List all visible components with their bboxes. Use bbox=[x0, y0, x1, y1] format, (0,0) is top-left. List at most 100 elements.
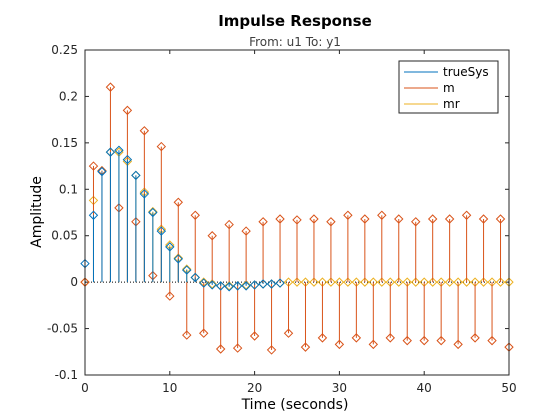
stem-marker bbox=[394, 214, 404, 224]
y-tick-label: 0.25 bbox=[51, 43, 78, 57]
y-tick-label: 0.05 bbox=[51, 229, 78, 243]
stem-marker bbox=[241, 281, 251, 291]
stem-marker bbox=[453, 339, 463, 350]
stem-marker bbox=[148, 207, 158, 218]
stem-marker bbox=[300, 342, 311, 352]
legend-label: m bbox=[443, 81, 455, 95]
legend-label: trueSys bbox=[443, 65, 489, 79]
stem-marker bbox=[427, 214, 438, 224]
stem-marker bbox=[131, 170, 141, 181]
stem-marker bbox=[495, 214, 506, 224]
y-tick-label: 0.2 bbox=[59, 89, 78, 103]
stem-marker bbox=[266, 345, 277, 355]
stem-marker bbox=[283, 328, 294, 338]
stem-marker bbox=[436, 335, 446, 346]
stem-marker bbox=[419, 335, 429, 346]
stem-marker bbox=[97, 166, 107, 177]
stem-marker bbox=[122, 105, 133, 116]
stem-marker bbox=[215, 344, 226, 354]
stem-marker bbox=[411, 277, 421, 287]
stem-marker bbox=[292, 277, 302, 287]
stem-marker bbox=[88, 161, 99, 171]
y-tick-label: 0.15 bbox=[51, 136, 78, 150]
stem-marker bbox=[249, 331, 260, 341]
stem-marker bbox=[207, 231, 217, 241]
stem-marker bbox=[258, 217, 268, 227]
stem-marker bbox=[444, 214, 455, 224]
stem-marker bbox=[224, 219, 234, 230]
stem-marker bbox=[207, 279, 217, 289]
series-m bbox=[80, 82, 514, 355]
stem-marker bbox=[139, 189, 150, 199]
stem-marker bbox=[207, 280, 217, 290]
stem-marker bbox=[461, 210, 472, 220]
stem-marker bbox=[241, 226, 251, 236]
stem-marker bbox=[326, 277, 336, 287]
stem-marker bbox=[309, 277, 319, 287]
stem-marker bbox=[470, 333, 480, 343]
stem-marker bbox=[402, 335, 412, 346]
stem-marker bbox=[275, 214, 285, 224]
stem-marker bbox=[275, 278, 285, 288]
stem-marker bbox=[199, 328, 209, 338]
stem-marker bbox=[368, 339, 379, 350]
x-axis-label: Time (seconds) bbox=[241, 397, 349, 413]
stem-marker bbox=[190, 272, 200, 283]
stem-marker bbox=[105, 82, 116, 92]
x-tick-label: 30 bbox=[332, 381, 347, 395]
x-tick-label: 50 bbox=[501, 381, 516, 395]
chart-subtitle: From: u1 To: y1 bbox=[249, 35, 341, 49]
legend[interactable]: trueSys m mr bbox=[398, 60, 499, 114]
stem-marker bbox=[377, 210, 387, 220]
stem-marker bbox=[165, 242, 175, 252]
y-tick-label: -0.05 bbox=[47, 322, 78, 336]
stem-marker bbox=[199, 278, 209, 288]
x-tick-label: 20 bbox=[247, 381, 262, 395]
stem-marker bbox=[139, 126, 150, 136]
stem-marker bbox=[377, 277, 387, 287]
stem-marker bbox=[360, 214, 370, 224]
y-tick-label: 0 bbox=[70, 275, 78, 289]
stem-marker bbox=[292, 215, 302, 225]
stem-marker bbox=[232, 343, 243, 353]
stem-marker bbox=[495, 277, 506, 287]
stem-marker bbox=[266, 279, 277, 289]
x-tick-label: 0 bbox=[81, 381, 89, 395]
axes-box bbox=[84, 49, 510, 376]
stem-marker bbox=[156, 226, 167, 236]
stem-marker bbox=[156, 141, 167, 152]
stem-marker bbox=[232, 281, 243, 291]
stem-marker bbox=[317, 333, 328, 343]
stem-marker bbox=[394, 277, 404, 287]
stem-marker bbox=[478, 277, 489, 287]
stem-marker bbox=[326, 217, 336, 227]
y-tick-label: -0.1 bbox=[55, 368, 78, 382]
series-truesys bbox=[80, 145, 285, 292]
stem-marker bbox=[224, 281, 234, 291]
stem-marker bbox=[122, 154, 133, 165]
stem-marker bbox=[173, 197, 183, 207]
stem-marker bbox=[190, 210, 200, 220]
y-tick-label: 0.1 bbox=[59, 182, 78, 196]
stem-marker bbox=[411, 217, 421, 227]
stem-marker bbox=[343, 277, 353, 287]
stem-marker bbox=[427, 277, 438, 287]
stem-marker bbox=[360, 277, 370, 287]
stem-marker bbox=[224, 282, 234, 292]
stem-marker bbox=[258, 279, 268, 289]
stem-marker bbox=[351, 333, 362, 343]
stem-marker bbox=[241, 280, 251, 290]
stem-marker bbox=[343, 210, 353, 220]
x-tick-label: 40 bbox=[417, 381, 432, 395]
stem-marker bbox=[114, 145, 124, 155]
legend-label: mr bbox=[443, 97, 460, 111]
stem-marker bbox=[478, 214, 489, 224]
chart-title: Impulse Response bbox=[218, 12, 372, 30]
stem-marker bbox=[215, 281, 226, 291]
stem-marker bbox=[88, 210, 99, 220]
stem-marker bbox=[182, 330, 192, 340]
stem-marker bbox=[173, 254, 183, 264]
stem-marker bbox=[385, 333, 395, 343]
